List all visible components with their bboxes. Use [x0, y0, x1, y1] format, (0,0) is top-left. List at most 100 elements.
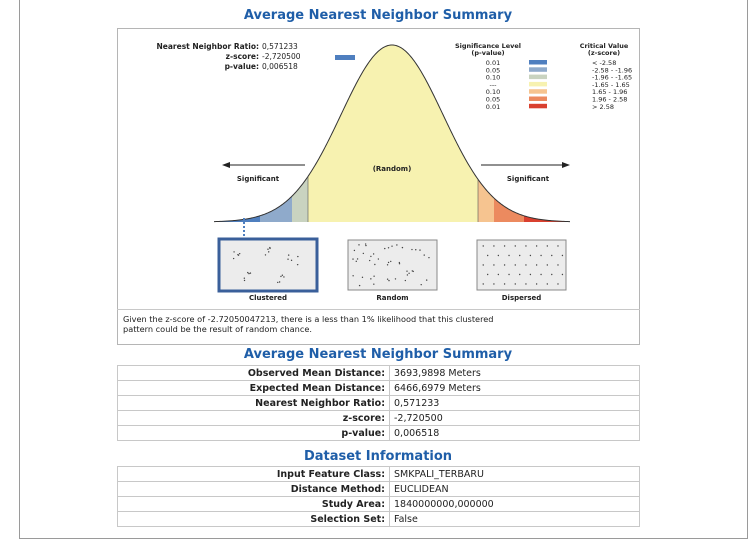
legend-swatch — [529, 96, 547, 101]
pattern-dot — [388, 279, 390, 282]
pattern-dot — [361, 276, 364, 279]
pattern-dot — [540, 254, 542, 257]
pattern-dot — [401, 246, 404, 249]
pattern-dot — [529, 273, 532, 276]
pattern-box — [476, 239, 567, 291]
legend-swatch — [529, 74, 547, 80]
pattern-dot — [287, 254, 290, 256]
pattern-dot — [387, 247, 390, 249]
summary-title: Average Nearest Neighbor Summary — [243, 347, 513, 362]
pattern-dot — [535, 245, 538, 247]
pattern-dot — [352, 275, 354, 277]
legend-header: (p-value) — [471, 49, 504, 57]
table-row: p-value: 0,006518 — [117, 425, 640, 441]
pattern-dot — [551, 273, 553, 276]
pattern-dot — [398, 261, 401, 264]
legend-swatch — [529, 103, 547, 109]
pattern-dot — [280, 275, 282, 278]
table-row: Study Area: 1840000000,000000 — [117, 496, 640, 512]
pattern-dot — [411, 248, 413, 251]
table-row: Distance Method: EUCLIDEAN — [117, 481, 640, 497]
pattern-dot — [384, 247, 386, 250]
pattern-dot — [353, 249, 356, 252]
pattern-dot — [248, 272, 250, 275]
legend-z: < -2.58 — [592, 59, 616, 67]
pattern-dot — [482, 264, 484, 266]
table-row: Input Feature Class: SMKPALI_TERBARU — [117, 466, 640, 482]
pattern-dot — [296, 263, 299, 266]
pattern-dot — [408, 272, 410, 275]
pattern-dot — [390, 260, 392, 263]
legend-z: -1.65 - 1.65 — [592, 81, 630, 89]
pattern-dot — [281, 274, 284, 276]
legend-p: 0.10 — [486, 74, 500, 82]
pattern-dot — [356, 258, 359, 260]
stat-value: -2,720500 — [262, 52, 301, 61]
pattern-dot — [423, 254, 425, 256]
legend-p: 0.01 — [486, 103, 500, 111]
row-label: z-score: — [117, 410, 390, 426]
pattern-dot — [557, 245, 559, 247]
pattern-dot — [373, 283, 375, 285]
pattern-dot — [529, 254, 532, 257]
legend-z: -2.58 - -1.96 — [592, 66, 632, 74]
caption: Given the z-score of -2.72050047213, the… — [123, 314, 494, 324]
pattern-dot — [519, 254, 521, 257]
pattern-dot — [277, 281, 279, 284]
pattern-dot — [232, 257, 235, 260]
table-row: Expected Mean Distance: 6466,6979 Meters — [117, 380, 640, 396]
pattern-dot — [373, 275, 375, 277]
curve-region — [478, 179, 494, 222]
pattern-label: Random — [376, 294, 408, 302]
pattern-label: Clustered — [249, 294, 287, 302]
pattern-dot — [372, 253, 375, 255]
pattern-dot — [419, 249, 421, 251]
row-value: SMKPALI_TERBARU — [389, 466, 640, 482]
legend-header: Critical Value — [580, 42, 629, 50]
legend-header: (z-score) — [588, 49, 620, 57]
pattern-dot — [535, 283, 538, 285]
table-row: z-score: -2,720500 — [117, 410, 640, 426]
legend-swatch — [529, 89, 547, 94]
pattern-dot — [243, 277, 246, 279]
arrow-head — [222, 162, 230, 168]
pattern-dot — [370, 255, 372, 258]
pattern-dot — [503, 245, 506, 247]
z-marker — [335, 55, 355, 60]
stat-label: Nearest Neighbor Ratio: — [157, 42, 260, 51]
legend-p: 0.05 — [486, 96, 500, 104]
pattern-dot — [362, 252, 365, 255]
pattern-dot — [493, 245, 495, 247]
pattern-dot — [297, 255, 299, 258]
row-value: False — [389, 511, 640, 527]
pattern-dot — [264, 254, 267, 256]
pattern-box — [217, 237, 319, 293]
pattern-dot — [525, 264, 527, 266]
curve-label: Significant — [237, 175, 280, 183]
dataset-table: Input Feature Class: SMKPALI_TERBARU Dista… — [117, 466, 640, 527]
row-label: Selection Set: — [117, 511, 390, 527]
legend-p: 0.01 — [486, 59, 500, 67]
pattern-dot — [352, 258, 354, 260]
arrow-head — [562, 162, 570, 168]
pattern-box — [347, 239, 438, 291]
pattern-dot — [540, 273, 542, 276]
pattern-dot — [535, 264, 538, 266]
pattern-dot — [269, 247, 271, 250]
row-value: -2,720500 — [389, 410, 640, 426]
pattern-dot — [290, 259, 293, 262]
pattern-dot — [233, 251, 235, 253]
pattern-dot — [415, 249, 417, 251]
pattern-dot — [238, 252, 241, 255]
pattern-dot — [247, 271, 249, 274]
pattern-dot — [268, 251, 270, 253]
pattern-dot — [482, 245, 484, 247]
pattern-dot — [525, 245, 527, 247]
row-value: 3693,9898 Meters — [389, 365, 640, 381]
pattern-dot — [358, 244, 360, 246]
report-title: Average Nearest Neighbor Summary — [243, 8, 513, 23]
pattern-dot — [278, 281, 281, 283]
pattern-dot — [398, 263, 401, 265]
